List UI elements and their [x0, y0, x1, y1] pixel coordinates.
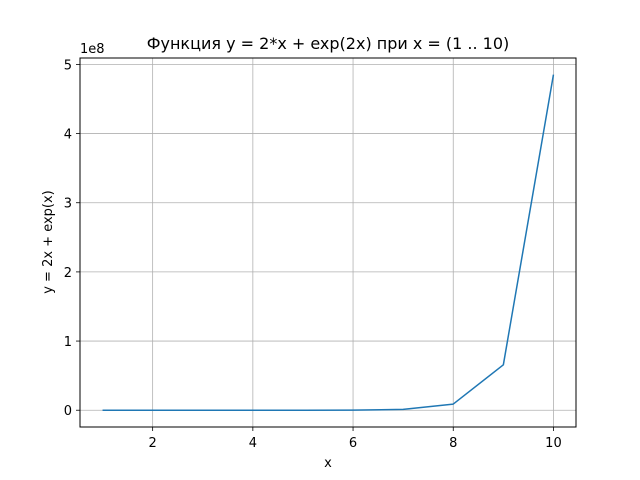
- x-axis-ticks: 2 4 6 8 10: [149, 427, 562, 451]
- y-tick-label: 3: [64, 197, 72, 212]
- y-tick-label: 4: [64, 128, 72, 143]
- plot-area-background: [80, 58, 576, 427]
- y-tick-label: 2: [64, 266, 72, 281]
- x-tick-label: 6: [349, 436, 357, 451]
- series-line: [102, 74, 555, 411]
- x-tick-label: 4: [249, 436, 257, 451]
- y-tick-label: 5: [64, 58, 72, 73]
- series-layer: [102, 74, 555, 411]
- grid-lines: [80, 58, 576, 427]
- chart-title: Функция y = 2*x + exp(2x) при x = (1 .. …: [147, 34, 510, 53]
- x-tick-label: 2: [149, 436, 157, 451]
- y-tick-label: 1: [64, 335, 72, 350]
- x-tick-label: 8: [449, 436, 457, 451]
- x-tick-label: 10: [545, 436, 562, 451]
- x-axis-label: x: [324, 456, 332, 471]
- plot-frame: [79, 57, 577, 428]
- y-axis-offset-label: 1e8: [80, 42, 105, 57]
- y-axis-label: y = 2x + exp(x): [41, 190, 56, 294]
- y-axis-ticks: 0 1 2 3 4 5: [64, 58, 80, 419]
- y-tick-label: 0: [64, 404, 72, 419]
